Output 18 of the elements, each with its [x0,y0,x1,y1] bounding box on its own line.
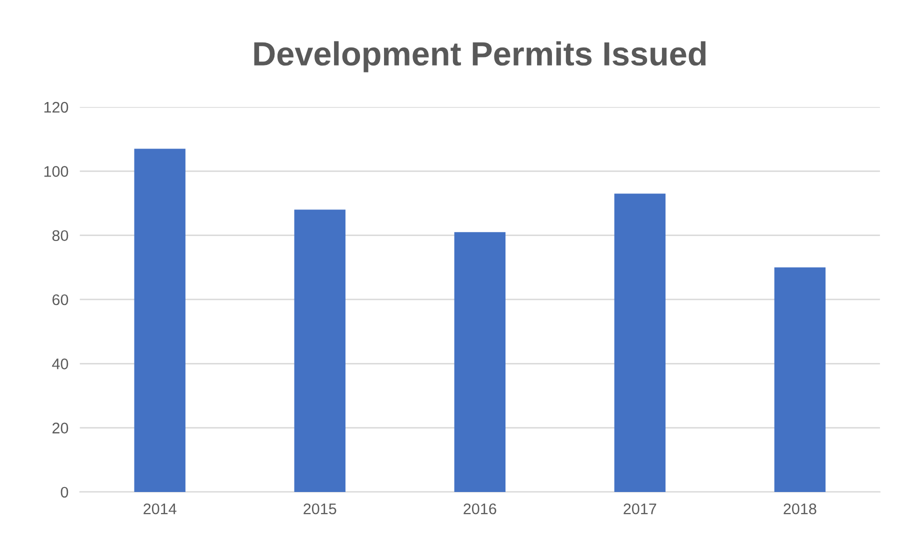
chart-title: Development Permits Issued [254,41,706,72]
y-tick-label: 20 [52,422,68,434]
y-tick-label: 100 [44,166,68,177]
y-tick-label: 80 [52,230,68,242]
bar [454,232,506,492]
y-tick-label: 120 [44,102,68,113]
y-tick-label: 40 [52,358,68,370]
x-tick-label: 2014 [144,503,176,514]
bar [294,210,346,492]
x-tick-label: 2016 [464,503,496,514]
bar [774,267,826,492]
x-tick-label: 2017 [624,503,656,514]
y-tick-label: 60 [52,294,68,306]
bar [134,148,186,492]
y-tick-label: 0 [60,486,68,498]
bar [614,194,666,492]
x-tick-label: 2015 [304,503,336,514]
x-tick-label: 2018 [784,503,816,514]
